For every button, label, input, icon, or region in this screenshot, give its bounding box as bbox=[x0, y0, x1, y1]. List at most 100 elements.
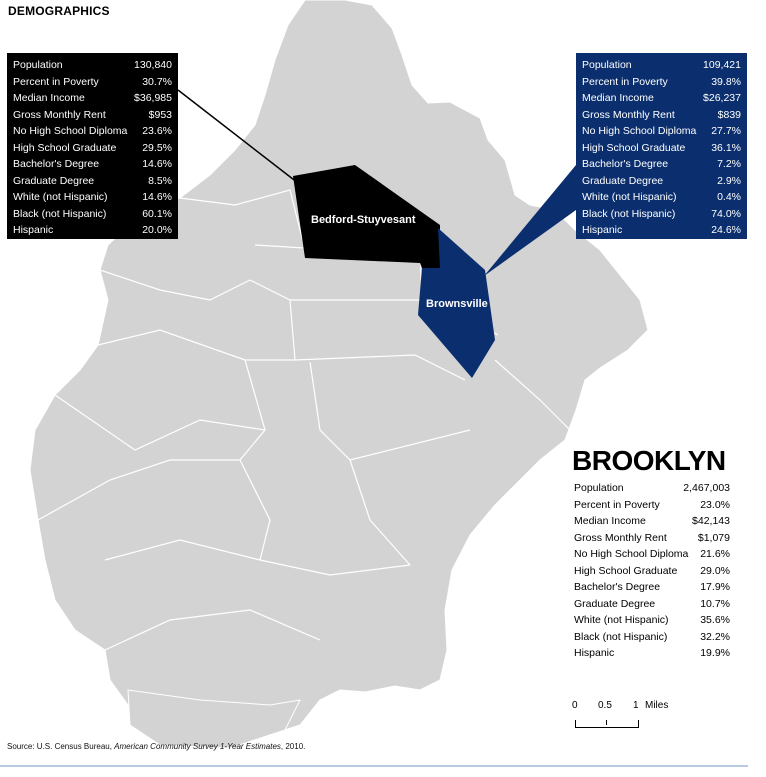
stat-label: High School Graduate bbox=[582, 141, 686, 154]
brownsville-stats-box: Population 109,421 Percent in Poverty 39.8%… bbox=[576, 53, 747, 239]
stat-label: Median Income bbox=[574, 515, 646, 527]
stat-label: Black (not Hispanic) bbox=[574, 630, 668, 643]
district-boundaries bbox=[37, 189, 571, 651]
stat-label: No High School Diploma bbox=[13, 125, 128, 137]
brownsville-leader bbox=[484, 165, 576, 276]
stat-value: 8.5% bbox=[148, 174, 172, 187]
stat-row: Hispanic 24.6% bbox=[582, 222, 741, 239]
stat-value: 35.6% bbox=[700, 614, 730, 626]
stat-label: White (not Hispanic) bbox=[13, 191, 108, 203]
stat-value: 109,421 bbox=[703, 59, 741, 71]
stat-row: Population 109,421 bbox=[582, 57, 741, 74]
stat-label: Median Income bbox=[13, 92, 85, 104]
brooklyn-title: BROOKLYN bbox=[572, 445, 726, 476]
source-note: Source: U.S. Census Bureau, American Com… bbox=[7, 742, 305, 751]
stat-value: 29.5% bbox=[142, 141, 172, 154]
stat-label: Median Income bbox=[582, 92, 654, 104]
stat-value: $1,079 bbox=[697, 531, 730, 544]
bottom-rule bbox=[0, 765, 748, 767]
stat-label: Hispanic bbox=[582, 224, 623, 236]
borough-shape bbox=[29, 0, 649, 743]
stat-value: 14.6% bbox=[142, 191, 172, 203]
stat-label: Graduate Degree bbox=[13, 174, 95, 187]
stat-row: White (not Hispanic) 35.6% bbox=[572, 612, 732, 629]
stat-value: 130,840 bbox=[134, 59, 172, 71]
stat-value: 24.6% bbox=[711, 224, 741, 236]
stat-label: Hispanic bbox=[13, 224, 54, 236]
brooklyn-stats-panel: BROOKLYN Population 2,467,003 Percent in P… bbox=[572, 446, 732, 662]
stat-row: High School Graduate 36.1% bbox=[582, 140, 741, 157]
stat-row: Percent in Poverty 30.7% bbox=[13, 74, 172, 91]
stat-value: 17.9% bbox=[700, 581, 730, 593]
stat-value: 74.0% bbox=[711, 207, 741, 220]
stat-row: Hispanic 19.9% bbox=[572, 645, 732, 662]
stat-label: Bachelor's Degree bbox=[574, 581, 661, 593]
stat-label: Population bbox=[582, 59, 632, 71]
source-suffix: , 2010. bbox=[280, 742, 306, 751]
stat-label: Bachelor's Degree bbox=[582, 158, 669, 170]
stat-value: 2.9% bbox=[717, 174, 741, 187]
stat-value: 14.6% bbox=[142, 158, 172, 170]
stat-value: $26,237 bbox=[703, 92, 741, 104]
stat-label: Gross Monthly Rent bbox=[13, 108, 106, 121]
stat-row: Median Income $42,143 bbox=[572, 513, 732, 530]
scale-tick-end: 1 bbox=[633, 700, 639, 711]
stat-row: Percent in Poverty 23.0% bbox=[572, 497, 732, 514]
scale-mid-tick bbox=[606, 720, 607, 725]
stat-value: $839 bbox=[717, 108, 741, 121]
stat-row: Hispanic 20.0% bbox=[13, 222, 172, 239]
stat-value: 21.6% bbox=[700, 548, 730, 560]
stat-row: Black (not Hispanic) 74.0% bbox=[582, 206, 741, 223]
source-publication: American Community Survey 1-Year Estimat… bbox=[114, 742, 281, 751]
stat-row: High School Graduate 29.0% bbox=[572, 563, 732, 580]
brownsville-district[interactable] bbox=[418, 228, 495, 378]
stat-label: Population bbox=[13, 59, 63, 71]
stat-row: Median Income $36,985 bbox=[13, 90, 172, 107]
stat-label: Gross Monthly Rent bbox=[582, 108, 675, 121]
scale-line bbox=[575, 720, 639, 728]
stat-value: 19.9% bbox=[700, 647, 730, 659]
stat-row: No High School Diploma 27.7% bbox=[582, 123, 741, 140]
stat-value: 2,467,003 bbox=[683, 482, 730, 494]
stat-label: White (not Hispanic) bbox=[582, 191, 677, 203]
stat-row: Black (not Hispanic) 32.2% bbox=[572, 629, 732, 646]
stat-value: 23.6% bbox=[142, 125, 172, 137]
stat-value: 0.4% bbox=[717, 191, 741, 203]
scale-bar: 0 0.5 1 Miles bbox=[572, 700, 682, 730]
stat-row: Gross Monthly Rent $1,079 bbox=[572, 530, 732, 547]
stat-value: 60.1% bbox=[142, 207, 172, 220]
page-title: DEMOGRAPHICS bbox=[8, 4, 110, 18]
stat-row: Graduate Degree 2.9% bbox=[582, 173, 741, 190]
stat-label: Black (not Hispanic) bbox=[582, 207, 676, 220]
stat-row: Bachelor's Degree 7.2% bbox=[582, 156, 741, 173]
stat-value: 27.7% bbox=[711, 125, 741, 137]
bedstuy-stats-box: Population 130,840 Percent in Poverty 30.7%… bbox=[7, 53, 178, 239]
stat-label: High School Graduate bbox=[13, 141, 117, 154]
stat-row: Graduate Degree 8.5% bbox=[13, 173, 172, 190]
bedstuy-label: Bedford-Stuyvesant bbox=[311, 214, 416, 226]
stat-row: High School Graduate 29.5% bbox=[13, 140, 172, 157]
coney-island-shape bbox=[127, 689, 301, 749]
stat-label: Percent in Poverty bbox=[13, 75, 99, 88]
stat-row: Gross Monthly Rent $839 bbox=[582, 107, 741, 124]
stat-label: Graduate Degree bbox=[582, 174, 664, 187]
stat-value: $36,985 bbox=[134, 92, 172, 104]
stat-value: $42,143 bbox=[692, 515, 730, 527]
stat-row: Gross Monthly Rent $953 bbox=[13, 107, 172, 124]
stat-row: Graduate Degree 10.7% bbox=[572, 596, 732, 613]
stat-row: Black (not Hispanic) 60.1% bbox=[13, 206, 172, 223]
stat-value: 23.0% bbox=[700, 498, 730, 511]
stat-label: No High School Diploma bbox=[582, 125, 697, 137]
stat-label: Population bbox=[574, 482, 624, 494]
stat-label: No High School Diploma bbox=[574, 548, 689, 560]
stat-row: Median Income $26,237 bbox=[582, 90, 741, 107]
stat-value: $953 bbox=[148, 108, 172, 121]
stat-row: Bachelor's Degree 17.9% bbox=[572, 579, 732, 596]
stat-row: White (not Hispanic) 14.6% bbox=[13, 189, 172, 206]
stat-row: Percent in Poverty 39.8% bbox=[582, 74, 741, 91]
stat-value: 36.1% bbox=[711, 141, 741, 154]
bedstuy-district[interactable] bbox=[293, 165, 440, 268]
stat-value: 39.8% bbox=[711, 75, 741, 88]
stat-row: No High School Diploma 21.6% bbox=[572, 546, 732, 563]
